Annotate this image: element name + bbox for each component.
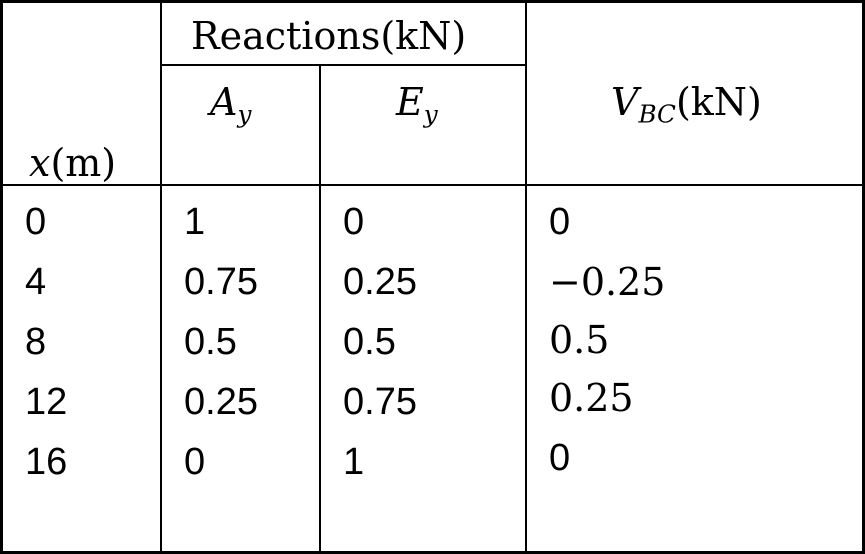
- divider-ey-vbc: [525, 3, 527, 551]
- cell-ay: 0.5: [184, 321, 237, 363]
- header-reactions-group: Reactions(kN): [191, 14, 467, 58]
- cell-ey: 0.75: [343, 381, 417, 423]
- cell-ey: 0: [343, 201, 365, 243]
- cell-x: 0: [25, 201, 47, 243]
- vbc-unit: (kN): [675, 80, 762, 124]
- divider-reactions-group: [160, 64, 527, 66]
- x-unit: (m): [50, 141, 117, 185]
- vbc-subscript: BC: [638, 99, 676, 129]
- cell-vbc: 0.25: [549, 376, 634, 420]
- cell-vbc: 0: [549, 201, 571, 243]
- cell-x: 12: [25, 381, 68, 423]
- vbc-variable: V: [611, 80, 639, 124]
- ey-subscript: y: [423, 99, 438, 129]
- cell-vbc: 0: [549, 437, 571, 479]
- cell-ey: 0.5: [343, 321, 396, 363]
- header-ay: Ay: [210, 80, 251, 126]
- cell-ay: 0: [184, 441, 206, 483]
- divider-ay-ey: [319, 65, 321, 551]
- ey-variable: E: [396, 80, 424, 124]
- divider-x-col: [160, 3, 162, 551]
- x-variable: x: [29, 141, 51, 185]
- header-ey: Ey: [396, 80, 438, 126]
- cell-vbc: −0.25: [549, 260, 666, 304]
- cell-ay: 0.75: [184, 261, 258, 303]
- cell-ay: 0.25: [184, 381, 258, 423]
- ay-variable: A: [210, 80, 238, 124]
- cell-x: 4: [25, 261, 47, 303]
- cell-ey: 0.25: [343, 261, 417, 303]
- header-vbc: VBC(kN): [611, 80, 762, 126]
- cell-vbc: 0.5: [549, 318, 610, 362]
- divider-header-body: [3, 184, 862, 186]
- ay-subscript: y: [237, 99, 252, 129]
- cell-x: 16: [25, 441, 68, 483]
- cell-ey: 1: [343, 441, 365, 483]
- header-x: x(m): [29, 144, 116, 182]
- cell-x: 8: [25, 321, 47, 363]
- cell-ay: 1: [184, 201, 206, 243]
